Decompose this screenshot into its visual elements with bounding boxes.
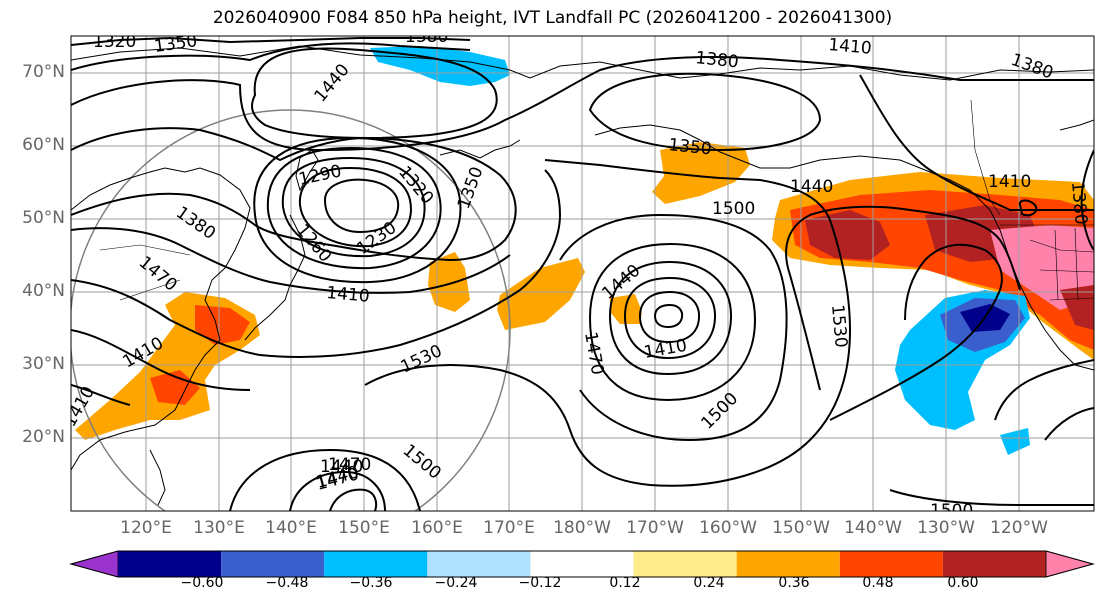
colorbar-tick-label: −0.60	[180, 575, 224, 591]
colorbar-segment	[942, 551, 1046, 577]
landfall-circle	[71, 109, 511, 511]
contour-label: 1530	[827, 304, 851, 349]
contour-label: 1410	[828, 35, 873, 59]
contour-label: 1410	[326, 283, 371, 307]
shade-region	[652, 142, 750, 204]
contour-label: 1350	[667, 135, 712, 159]
shade-region	[805, 210, 890, 260]
shade-region	[990, 225, 1094, 310]
lon-label: 170°E	[483, 518, 535, 538]
map-panel: 1320 1350 1380 1410 1380 1380 1440 1350 …	[70, 27, 1095, 520]
colorbar-segment	[324, 551, 428, 577]
lon-label: 170°W	[626, 518, 684, 538]
colorbar-tick-label: −0.24	[434, 575, 478, 591]
shade-region	[195, 305, 250, 345]
lon-label: 140°E	[265, 518, 317, 538]
contour-label: 1320	[93, 32, 136, 52]
height-contours	[71, 36, 1094, 511]
contour-label: 1470	[328, 455, 371, 475]
shade-region	[370, 46, 510, 86]
lon-label: 150°E	[338, 518, 390, 538]
lon-label: 150°W	[772, 518, 830, 538]
colorbar-tick-label: 0.36	[778, 575, 810, 591]
colorbar-tick-label: 0.48	[862, 575, 894, 591]
contour-label: 1380	[405, 27, 448, 47]
lat-label: 40°N	[22, 281, 65, 301]
shade-region	[150, 370, 200, 405]
coastlines	[71, 45, 1094, 506]
lon-label: 130°W	[917, 518, 975, 538]
borders	[99, 99, 1094, 301]
colorbar-segment	[530, 551, 634, 577]
colorbar-segment	[736, 551, 840, 577]
lat-label: 60°N	[22, 135, 65, 155]
colorbar-tick-label: −0.36	[349, 575, 393, 591]
lat-label: 70°N	[22, 62, 65, 82]
colorbar-tick-label: 0.24	[693, 575, 725, 591]
colorbar-tick-label: 0.60	[947, 575, 979, 591]
colorbar-tick-label: −0.12	[518, 575, 562, 591]
map-frame	[70, 35, 1095, 512]
shade-region	[1060, 285, 1094, 330]
contour-label: 1380	[1067, 181, 1091, 226]
contour-label: 1380	[694, 48, 739, 72]
colorbar-extend-low	[69, 550, 119, 578]
lon-label: 160°W	[699, 518, 757, 538]
contour-label: 1440	[790, 177, 833, 197]
lon-label: 160°E	[411, 518, 463, 538]
colorbar-tick-label: 0.12	[609, 575, 641, 591]
lon-label: 130°E	[193, 518, 245, 538]
lat-label: 30°N	[22, 354, 65, 374]
colorbar-extend-high	[1045, 550, 1095, 578]
lon-label: 180°W	[553, 518, 611, 538]
contour-label: 1350	[153, 31, 199, 57]
lon-label: 140°W	[844, 518, 902, 538]
lat-label: 20°N	[22, 427, 65, 447]
contour-label: 1500	[930, 501, 973, 520]
contour-label: 1440	[320, 457, 363, 477]
shade-region	[1000, 428, 1030, 455]
colorbar-tick-label: −0.48	[265, 575, 309, 591]
colorbar-segment	[221, 551, 325, 577]
contour-label: 1500	[712, 199, 755, 219]
contour-label: 1410	[988, 172, 1031, 192]
shade-region	[428, 252, 470, 312]
lon-label: 120°W	[990, 518, 1048, 538]
lat-label: 50°N	[22, 208, 65, 228]
colorbar-segment	[633, 551, 737, 577]
colorbar-segment	[427, 551, 531, 577]
colorbar-segment	[118, 551, 222, 577]
shade-region	[497, 258, 585, 330]
colorbar-outline	[69, 550, 1095, 578]
map-title: 2026040900 F084 850 hPa height, IVT Land…	[212, 8, 893, 28]
lon-label: 120°E	[120, 518, 172, 538]
colorbar-segment	[839, 551, 943, 577]
